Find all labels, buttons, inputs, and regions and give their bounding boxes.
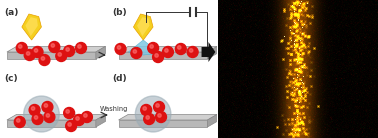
Circle shape	[141, 104, 152, 116]
Circle shape	[155, 54, 158, 57]
Text: (b): (b)	[113, 8, 127, 17]
Circle shape	[42, 102, 53, 112]
Text: Washing: Washing	[100, 106, 128, 112]
Circle shape	[78, 45, 81, 48]
Circle shape	[115, 43, 126, 55]
Text: (c): (c)	[4, 74, 17, 83]
Circle shape	[14, 116, 25, 128]
Polygon shape	[7, 46, 105, 52]
Circle shape	[131, 47, 142, 59]
Circle shape	[82, 112, 92, 123]
Circle shape	[66, 120, 77, 132]
Circle shape	[68, 123, 71, 126]
Circle shape	[133, 50, 136, 53]
Circle shape	[66, 48, 70, 51]
Polygon shape	[119, 120, 208, 127]
Polygon shape	[7, 114, 105, 120]
Circle shape	[189, 49, 193, 52]
Circle shape	[74, 115, 84, 125]
Circle shape	[34, 116, 38, 119]
Circle shape	[17, 119, 20, 122]
Circle shape	[31, 107, 35, 110]
Circle shape	[156, 104, 159, 107]
Polygon shape	[201, 42, 215, 62]
Circle shape	[178, 46, 181, 49]
Polygon shape	[119, 52, 208, 59]
Circle shape	[32, 113, 43, 124]
Polygon shape	[7, 52, 96, 59]
Circle shape	[84, 114, 87, 117]
Circle shape	[156, 112, 166, 123]
Circle shape	[51, 44, 54, 47]
Polygon shape	[129, 40, 158, 55]
Polygon shape	[7, 120, 96, 127]
Circle shape	[143, 107, 146, 110]
Circle shape	[58, 53, 62, 56]
Circle shape	[117, 46, 121, 49]
Text: (d): (d)	[113, 74, 127, 83]
Polygon shape	[25, 17, 38, 36]
Circle shape	[146, 116, 149, 119]
Circle shape	[16, 43, 27, 54]
Circle shape	[26, 52, 30, 55]
Polygon shape	[96, 114, 105, 127]
Circle shape	[135, 96, 171, 132]
Circle shape	[19, 45, 22, 48]
Polygon shape	[208, 114, 217, 127]
Circle shape	[29, 104, 40, 116]
Circle shape	[148, 43, 158, 54]
Circle shape	[64, 46, 74, 56]
Circle shape	[41, 57, 45, 60]
Circle shape	[158, 114, 161, 117]
Circle shape	[175, 43, 186, 55]
Circle shape	[34, 49, 38, 52]
Polygon shape	[119, 46, 217, 52]
Circle shape	[44, 104, 48, 107]
Circle shape	[49, 42, 60, 52]
Circle shape	[44, 112, 55, 123]
Circle shape	[64, 108, 74, 119]
Text: (a): (a)	[4, 8, 18, 17]
Circle shape	[24, 50, 35, 60]
Polygon shape	[133, 14, 153, 40]
Circle shape	[165, 49, 168, 52]
Circle shape	[32, 47, 43, 58]
Polygon shape	[119, 114, 217, 120]
Circle shape	[153, 51, 164, 63]
Polygon shape	[96, 46, 105, 59]
Circle shape	[46, 114, 50, 117]
Polygon shape	[208, 46, 217, 59]
Circle shape	[76, 43, 87, 54]
Circle shape	[153, 102, 164, 112]
Polygon shape	[22, 14, 42, 40]
Circle shape	[163, 47, 174, 58]
Circle shape	[150, 45, 153, 48]
Circle shape	[66, 110, 70, 113]
Polygon shape	[137, 17, 149, 36]
Circle shape	[24, 96, 59, 132]
Circle shape	[39, 55, 50, 66]
Circle shape	[56, 51, 67, 62]
Circle shape	[76, 117, 79, 120]
Circle shape	[187, 47, 198, 58]
Circle shape	[144, 113, 155, 124]
